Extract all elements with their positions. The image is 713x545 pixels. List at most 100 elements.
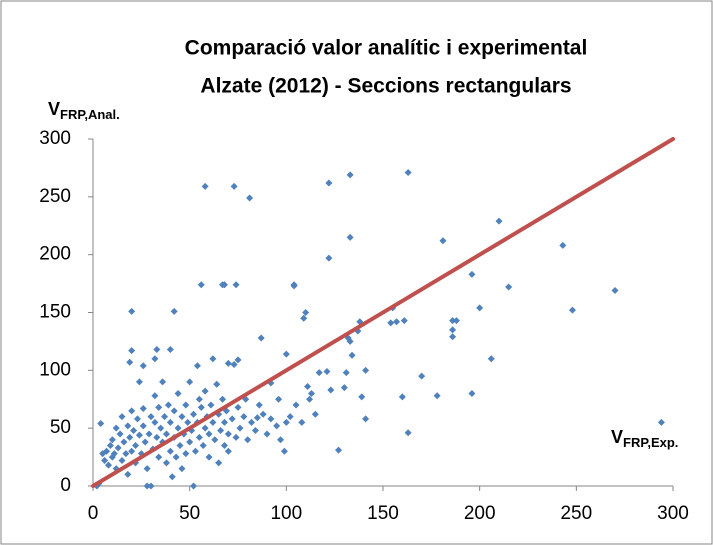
point (199, 442, 207, 450)
x-tick-label: 100 (270, 503, 302, 524)
point (307, 389, 315, 397)
point (277, 436, 285, 444)
point (292, 401, 300, 409)
x-tick-label: 150 (367, 503, 399, 524)
point (219, 395, 227, 403)
point (147, 413, 155, 421)
point (240, 413, 248, 421)
x-tick-label: 300 (657, 503, 689, 524)
point (143, 465, 151, 473)
y-label-main: V (48, 99, 60, 119)
chart-title: Alzate (2012) - Seccions rectangulars (200, 75, 571, 98)
point (323, 367, 331, 375)
point (126, 433, 134, 441)
point (346, 337, 354, 345)
point (126, 358, 134, 366)
point (141, 438, 149, 446)
point (358, 393, 366, 401)
point (166, 346, 174, 354)
point (259, 410, 267, 418)
point (195, 395, 203, 403)
y-tick-label: 300 (39, 128, 71, 149)
point (201, 182, 209, 190)
point (346, 171, 354, 179)
point (190, 410, 198, 418)
point (232, 433, 240, 441)
point (162, 459, 170, 467)
point (342, 369, 350, 377)
point (170, 407, 178, 415)
point (118, 457, 126, 465)
point (327, 386, 335, 394)
x-axis-label: VFRP,Exp. (611, 427, 678, 451)
point (213, 380, 221, 388)
point (178, 413, 186, 421)
point (224, 430, 232, 438)
y-tick-label: 50 (50, 417, 71, 438)
point (282, 350, 290, 358)
point (215, 459, 223, 467)
point (495, 217, 503, 225)
point (139, 362, 147, 370)
point (253, 414, 261, 422)
point (611, 287, 619, 295)
point (220, 418, 228, 426)
point (159, 378, 167, 386)
point (393, 318, 401, 326)
point (468, 389, 476, 397)
y-tick-label: 250 (39, 186, 71, 207)
point (168, 473, 176, 481)
point (228, 415, 236, 423)
x-tick-label: 200 (464, 503, 496, 524)
point (273, 422, 281, 430)
point (275, 395, 283, 403)
point (151, 392, 159, 400)
x-tick-label: 50 (179, 503, 200, 524)
point (205, 430, 213, 438)
y-label-sub: FRP,Anal. (60, 107, 120, 122)
point (103, 447, 111, 455)
point (248, 418, 256, 426)
point (325, 179, 333, 187)
point (302, 309, 310, 316)
point (114, 444, 122, 452)
point (346, 233, 354, 241)
point (251, 426, 259, 434)
point (153, 433, 161, 441)
point (449, 317, 457, 325)
point (197, 281, 205, 289)
point (186, 378, 194, 386)
point (505, 283, 513, 291)
point (176, 442, 184, 450)
point (232, 281, 240, 289)
point (162, 430, 170, 438)
point (151, 418, 159, 426)
point (135, 431, 143, 439)
point (120, 438, 128, 446)
point (224, 359, 232, 367)
point (178, 465, 186, 473)
y-tick-label: 0 (60, 475, 71, 496)
point (234, 356, 242, 364)
point (224, 447, 232, 455)
point (139, 422, 147, 430)
point (433, 392, 441, 400)
point (220, 442, 228, 450)
point (468, 270, 476, 278)
point (132, 442, 140, 450)
point (657, 418, 665, 426)
point (116, 430, 124, 438)
x-tick-label: 250 (560, 503, 592, 524)
point (157, 424, 165, 432)
point (230, 182, 238, 190)
point (559, 241, 567, 249)
point (170, 307, 178, 315)
point (219, 281, 227, 289)
y-tick-label: 150 (39, 302, 71, 323)
point (201, 424, 209, 432)
y-tick-label: 200 (39, 244, 71, 265)
point (172, 453, 180, 461)
point (190, 482, 198, 490)
